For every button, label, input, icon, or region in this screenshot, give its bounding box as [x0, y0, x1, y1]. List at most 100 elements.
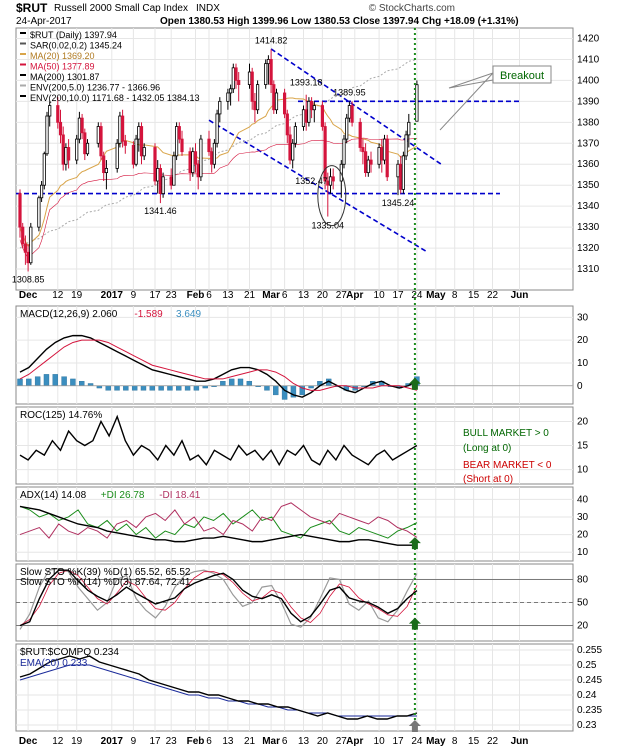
macd-histogram-bar: [184, 385, 191, 391]
candle-body: [23, 243, 28, 253]
candle-body: [309, 100, 314, 111]
candle-body: [226, 92, 230, 102]
x-tick-label-bottom: 10: [374, 736, 386, 747]
panel-frame: [15, 486, 574, 562]
panel-legend: Slow STO %K(14) %D(3) 87.64, 72.41: [20, 577, 191, 588]
header-exchange: INDX: [196, 3, 220, 14]
macd-histogram-bar: [149, 385, 156, 391]
price-label: 1345.24: [382, 198, 415, 208]
panel-3: 10 20 30 40: [15, 486, 589, 562]
x-tick-label-bottom: 9: [131, 736, 137, 747]
candle-body: [156, 168, 160, 182]
x-tick-label-bottom: 12: [52, 736, 64, 747]
candle-body: [134, 138, 138, 165]
x-tick-label-top: Jun: [511, 290, 529, 301]
macd-histogram-bar: [105, 385, 111, 391]
header-name: Russell 2000 Small Cap Index: [54, 3, 188, 14]
legend-label: MA(200) 1301.87: [30, 72, 100, 82]
legend-label: ENV(200,10.0) 1171.68 - 1432.05 1384.13: [30, 93, 199, 103]
candle-body: [115, 142, 119, 169]
candle-body: [404, 134, 408, 157]
panel-legend: ADX(14) 14.08: [20, 490, 87, 501]
y-tick-label: 30: [577, 512, 589, 523]
roc-side-note: (Long at 0): [463, 443, 511, 454]
y-tick-label: 1350: [577, 180, 600, 191]
candle-body: [139, 126, 144, 157]
ma50-line: [19, 137, 417, 260]
panel-2: 10 15 20: [15, 406, 589, 485]
macd-histogram-bar: [264, 385, 270, 391]
y-tick-label: 30: [577, 312, 589, 323]
y-tick-label: 0.255: [577, 645, 602, 656]
roc-line: [19, 414, 418, 467]
macd-histogram-bar: [52, 374, 58, 386]
macd-histogram-bar: [246, 381, 253, 386]
candle-body: [83, 132, 87, 155]
x-tick-label-top: 2017: [101, 290, 124, 301]
candle-body: [161, 176, 165, 194]
macd-histogram-bar: [140, 385, 147, 391]
candle-body: [207, 138, 211, 153]
y-tick-label: 20: [577, 530, 589, 541]
callout-label: Breakout: [500, 70, 544, 82]
price-label: 1389.95: [333, 87, 366, 97]
legend-swatch: [20, 95, 26, 97]
x-tick-label-top: 21: [244, 290, 256, 301]
candle-body: [255, 84, 260, 111]
legend-swatch: [20, 53, 26, 55]
y-tick-label: 0.23: [577, 720, 597, 731]
macd-histogram-bar: [158, 385, 164, 391]
x-tick-label-top: 22: [487, 290, 499, 301]
ratio-ema-line: [19, 664, 417, 717]
y-tick-label: 15: [577, 441, 589, 452]
price-panel: 1414.82 1393.18 1389.95 1308.85 1341.46 1352.…: [12, 30, 552, 284]
candle-body: [350, 105, 354, 123]
candle-body: [142, 147, 146, 157]
price-label: 1414.82: [255, 35, 288, 45]
roc-side-note: BULL MARKET > 0: [463, 428, 549, 439]
candle-body: [345, 117, 349, 140]
roc-side-note: BEAR MARKET < 0: [463, 460, 552, 471]
candle-body: [158, 168, 162, 194]
candle-body: [328, 176, 333, 186]
adx-minus-di-line: [19, 502, 418, 539]
y-tick-label: 20: [577, 335, 589, 346]
y-tick-label: 20: [577, 416, 589, 427]
price-label: 1308.85: [12, 274, 45, 284]
y-tick-label: 1360: [577, 159, 600, 170]
header-quote: Open 1380.53 High 1399.96 Low 1380.53 Cl…: [160, 16, 519, 27]
candle-body: [58, 121, 63, 136]
macd-histogram-bar: [123, 385, 129, 391]
x-tick-label-bottom: 6: [206, 736, 212, 747]
x-tick-label-top: 27: [336, 290, 348, 301]
x-tick-label-bottom: Apr: [346, 736, 363, 747]
envelope-line: [19, 58, 418, 249]
roc-side-note: (Short at 0): [463, 474, 513, 485]
panel-legend: EMA(20) 0.233: [20, 658, 88, 669]
candle-body: [193, 151, 198, 165]
y-tick-label: 1310: [577, 264, 600, 275]
y-tick-label: 0.25: [577, 660, 597, 671]
candle-body: [199, 138, 203, 178]
callout-box: [492, 65, 552, 84]
x-tick-label-top: 23: [166, 290, 178, 301]
x-tick-label-bottom: 17: [392, 736, 404, 747]
macd-histogram-bar: [70, 378, 76, 386]
candle-body: [272, 84, 276, 111]
x-tick-label-bottom: Dec: [19, 736, 38, 747]
x-tick-label-top: 6: [206, 290, 212, 301]
candle-body: [285, 113, 289, 136]
candle-body: [180, 138, 184, 153]
y-tick-label: 80: [577, 574, 589, 585]
candle-body: [118, 115, 122, 144]
candle-body: [64, 147, 68, 165]
candle-body: [307, 100, 311, 123]
x-tick-label-bottom: 20: [317, 736, 329, 747]
y-tick-label: 1330: [577, 222, 600, 233]
candle-body: [399, 163, 403, 190]
y-tick-label: 10: [577, 465, 589, 476]
candle-body: [40, 184, 44, 199]
header-symbol: $RUT: [16, 1, 48, 15]
y-tick-label: 1340: [577, 201, 600, 212]
